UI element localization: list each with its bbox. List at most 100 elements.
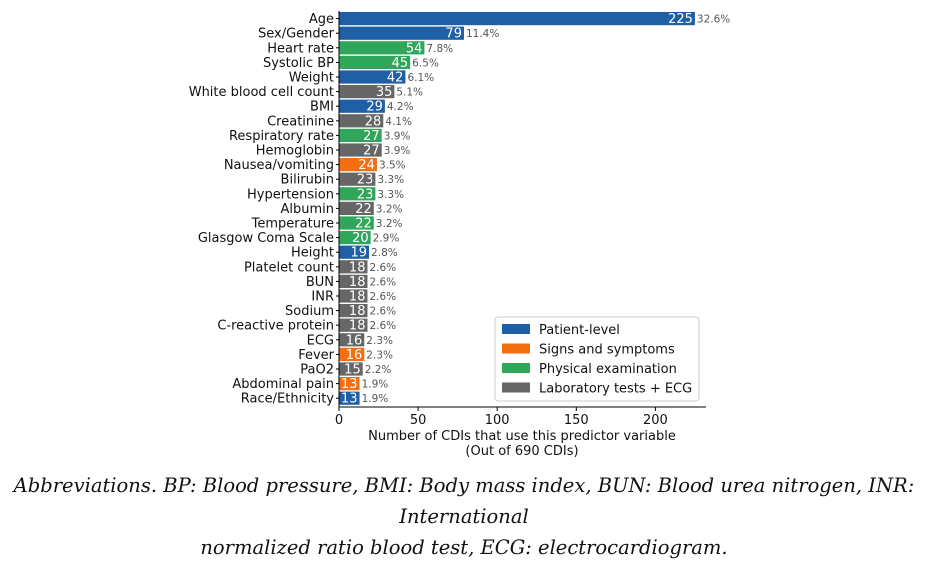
bar-sodium xyxy=(339,304,368,318)
category-label-systolic-bp: Systolic BP xyxy=(263,56,334,71)
x-axis-title-line2: (Out of 690 CDIs) xyxy=(465,444,578,459)
percent-label-respiratory-rate: 3.9% xyxy=(384,130,411,142)
bar-weight xyxy=(339,70,406,84)
x-tick-label: 200 xyxy=(643,413,668,428)
value-label-nausea-vomiting: 24 xyxy=(358,158,375,173)
category-label-respiratory-rate: Respiratory rate xyxy=(229,129,334,144)
bar-systolic-bp xyxy=(339,55,411,69)
percent-label-hypertension: 3.3% xyxy=(377,189,404,201)
percent-label-temperature: 3.2% xyxy=(376,218,403,230)
bar-race-ethnicity xyxy=(339,391,360,405)
percent-label-bun: 2.6% xyxy=(369,276,396,288)
value-label-race-ethnicity: 13 xyxy=(341,392,358,407)
category-label-bmi: BMI xyxy=(310,100,334,115)
legend-swatch-patient-level xyxy=(502,324,530,334)
bar-glasgow-coma-scale xyxy=(339,231,371,245)
category-label-race-ethnicity: Race/Ethnicity xyxy=(241,392,334,407)
x-ticks-group: 0 50 100 150 200 xyxy=(335,407,668,428)
category-label-creatinine: Creatinine xyxy=(267,114,334,129)
category-label-sex-gender: Sex/Gender xyxy=(258,27,335,42)
x-tick-label: 50 xyxy=(410,413,427,428)
category-label-weight: Weight xyxy=(289,71,334,86)
category-label-abdominal-pain: Abdominal pain xyxy=(232,377,334,392)
category-label-fever: Fever xyxy=(298,348,334,363)
value-label-hemoglobin: 27 xyxy=(363,144,380,159)
value-label-bun: 18 xyxy=(349,275,366,290)
legend: Patient-level Signs and symptoms Physical … xyxy=(494,316,700,402)
caption-line-1: Abbreviations. BP: Blood pressure, BMI: … xyxy=(13,474,915,528)
bar-hypertension xyxy=(339,187,376,201)
category-label-sodium: Sodium xyxy=(285,304,334,319)
value-label-glasgow-coma-scale: 20 xyxy=(352,231,369,246)
percent-label-creatinine: 4.1% xyxy=(385,116,412,128)
value-label-albumin: 22 xyxy=(355,202,372,217)
category-label-albumin: Albumin xyxy=(280,202,334,217)
legend-label-laboratory-tests-ecg: Laboratory tests + ECG xyxy=(539,382,692,397)
category-label-ecg: ECG xyxy=(307,333,334,348)
bar-respiratory-rate xyxy=(339,128,382,142)
percent-label-hemoglobin: 3.9% xyxy=(384,145,411,157)
value-label-inr: 18 xyxy=(349,290,366,305)
value-label-ecg: 16 xyxy=(346,333,363,348)
value-label-sodium: 18 xyxy=(349,304,366,319)
predictor-bar-chart: Age 225 32.6% Sex/Gender 79 11.4% Heart rate 54… xyxy=(189,11,730,459)
bar-bmi xyxy=(339,99,385,113)
category-label-c-reactive-protein: C-reactive protein xyxy=(217,319,334,334)
percent-label-systolic-bp: 6.5% xyxy=(412,57,439,69)
legend-swatch-laboratory-tests-ecg xyxy=(502,382,530,393)
bar-age xyxy=(339,12,695,26)
caption-line-2: normalized ratio blood test, ECG: electr… xyxy=(200,536,728,559)
value-label-bilirubin: 23 xyxy=(357,173,374,188)
legend-swatch-physical-examination xyxy=(502,363,530,373)
bar-creatinine xyxy=(339,114,384,128)
bar-bun xyxy=(339,274,368,288)
bar-c-reactive-protein xyxy=(339,318,368,332)
value-label-age: 225 xyxy=(668,12,693,27)
legend-label-patient-level: Patient-level xyxy=(539,323,620,338)
value-label-pao2: 15 xyxy=(344,363,361,378)
percent-label-platelet-count: 2.6% xyxy=(369,262,396,274)
bar-white-blood-cell-count xyxy=(339,85,395,99)
bar-pao2 xyxy=(339,362,363,376)
value-label-c-reactive-protein: 18 xyxy=(349,319,366,334)
bar-height xyxy=(339,245,370,259)
category-label-height: Height xyxy=(291,246,334,261)
category-label-platelet-count: Platelet count xyxy=(244,260,334,275)
category-label-bilirubin: Bilirubin xyxy=(281,173,334,188)
value-label-weight: 42 xyxy=(387,71,404,86)
bar-sex-gender xyxy=(339,26,464,40)
category-label-pao2: PaO2 xyxy=(300,363,334,378)
category-label-hypertension: Hypertension xyxy=(247,187,334,202)
value-label-abdominal-pain: 13 xyxy=(341,377,358,392)
value-label-platelet-count: 18 xyxy=(349,260,366,275)
bars-group: Age 225 32.6% Sex/Gender 79 11.4% Heart rate 54… xyxy=(189,12,730,407)
percent-label-nausea-vomiting: 3.5% xyxy=(379,160,406,172)
value-label-temperature: 22 xyxy=(355,217,372,232)
bar-inr xyxy=(339,289,368,303)
percent-label-pao2: 2.2% xyxy=(365,364,392,376)
x-tick-label: 100 xyxy=(485,413,510,428)
abbreviations-caption: Abbreviations. BP: Blood pressure, BMI: … xyxy=(0,470,928,563)
percent-label-white-blood-cell-count: 5.1% xyxy=(396,87,423,99)
category-label-bun: BUN xyxy=(306,275,334,290)
bar-ecg xyxy=(339,333,365,347)
category-label-white-blood-cell-count: White blood cell count xyxy=(189,85,334,100)
percent-label-sex-gender: 11.4% xyxy=(466,28,499,40)
x-tick-label: 0 xyxy=(335,413,343,428)
value-label-creatinine: 28 xyxy=(365,114,382,129)
percent-label-race-ethnicity: 1.9% xyxy=(362,393,389,405)
percent-label-bilirubin: 3.3% xyxy=(377,174,404,186)
percent-label-height: 2.8% xyxy=(371,247,398,259)
value-label-hypertension: 23 xyxy=(357,187,374,202)
percent-label-sodium: 2.6% xyxy=(369,306,396,318)
percent-label-ecg: 2.3% xyxy=(366,335,393,347)
category-label-temperature: Temperature xyxy=(251,217,334,232)
value-label-fever: 16 xyxy=(346,348,363,363)
bar-albumin xyxy=(339,201,374,215)
value-label-respiratory-rate: 27 xyxy=(363,129,380,144)
x-tick-label: 150 xyxy=(564,413,589,428)
value-label-systolic-bp: 45 xyxy=(392,56,409,71)
category-label-age: Age xyxy=(309,12,334,27)
percent-label-age: 32.6% xyxy=(697,14,730,26)
bar-temperature xyxy=(339,216,374,230)
